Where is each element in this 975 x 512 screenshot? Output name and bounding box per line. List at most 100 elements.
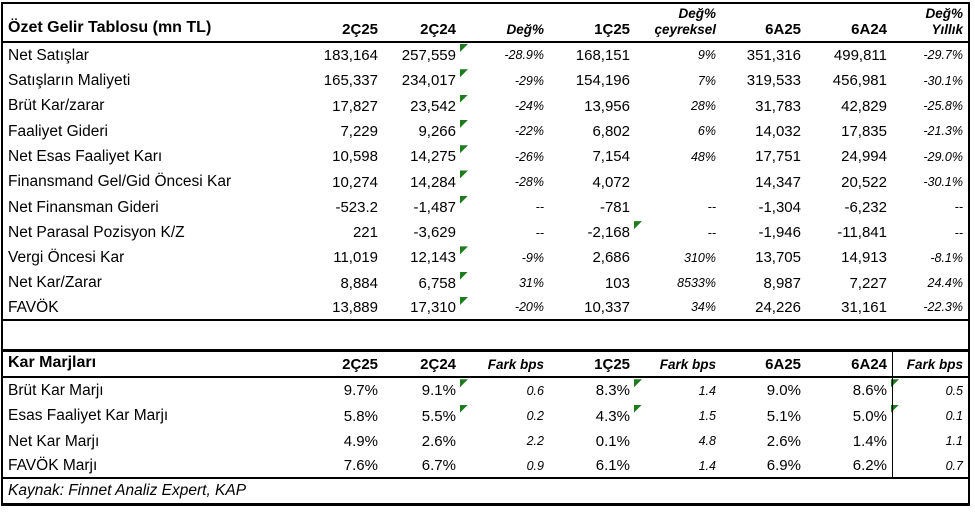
value-cell: -26% — [461, 144, 549, 169]
value-text: -1,304 — [758, 198, 801, 216]
row-label: Net Kar/Zarar — [8, 274, 102, 292]
value-cell: 24,226 — [721, 296, 806, 319]
value-text: -26% — [514, 149, 544, 164]
value-text: 13,705 — [755, 249, 801, 267]
row-label: FAVÖK Marjı — [8, 456, 98, 474]
value-text: 351,316 — [746, 47, 801, 65]
column-header: Fark bps — [659, 357, 716, 373]
value-cell: 31,783 — [721, 94, 806, 119]
value-cell: -1,304 — [721, 195, 806, 220]
value-cell: 103 — [549, 271, 635, 296]
column-header: Fark bps — [892, 352, 968, 377]
value-text: 9.7% — [343, 382, 378, 400]
table-row: Satışların Maliyeti 165,337 234,017 -29% 154… — [3, 68, 968, 93]
value-cell: -781 — [549, 195, 635, 220]
flag-triangle-icon — [460, 246, 468, 255]
value-text: 5.1% — [766, 407, 801, 425]
value-text: 6.1% — [595, 457, 630, 475]
value-cell: -8.1% — [892, 245, 968, 270]
value-text: 13,889 — [332, 298, 378, 316]
flag-triangle-icon — [460, 170, 468, 179]
table-row: FAVÖK Marjı 7.6% 6.7% 0.9 6.1% 1.4 6.9% 6.2% 0.7 — [3, 454, 968, 480]
value-text: -- — [535, 225, 544, 240]
value-text: 24.4% — [927, 276, 963, 291]
value-cell: -30.1% — [892, 169, 968, 194]
value-text: -28% — [514, 174, 544, 189]
value-text: 2,686 — [592, 249, 630, 267]
value-cell: 28% — [635, 94, 721, 119]
value-cell: -22% — [461, 119, 549, 144]
value-cell: 0.1% — [549, 429, 635, 454]
value-cell: -- — [635, 195, 721, 220]
value-cell: 14,032 — [721, 119, 806, 144]
value-cell: 9,266 — [383, 119, 468, 144]
value-text: -- — [954, 225, 963, 240]
flag-triangle-icon — [460, 145, 468, 154]
table-row: Brüt Kar/zarar 17,827 23,542 -24% 13,956 28% 3… — [3, 94, 968, 119]
value-text: -11,841 — [837, 224, 887, 242]
row-label: Net Finansman Gideri — [8, 198, 159, 216]
value-text: 7% — [697, 73, 716, 88]
value-text: 48% — [690, 149, 716, 164]
value-cell: 13,705 — [721, 245, 806, 270]
value-text: 6.9% — [766, 457, 801, 475]
value-cell: 42,829 — [806, 94, 892, 119]
table-row: Finansmand Gel/Gid Öncesi Kar 10,274 14,28… — [3, 169, 968, 194]
value-text: -24% — [514, 99, 544, 114]
value-text: 1.1 — [945, 434, 963, 449]
column-header: Değ% Yıllık — [925, 5, 963, 37]
value-text: 14,347 — [755, 173, 801, 191]
value-cell: 31% — [461, 271, 549, 296]
column-header: 6A25 — [765, 356, 801, 374]
flag-triangle-icon — [460, 94, 468, 103]
value-text: 6,802 — [592, 122, 630, 140]
value-text: 0.6 — [526, 383, 544, 398]
value-text: -- — [707, 200, 716, 215]
value-cell: 12,143 — [383, 245, 468, 270]
value-text: -30.1% — [923, 174, 963, 189]
value-text: 23,542 — [410, 97, 456, 115]
value-text: 4.3% — [595, 407, 630, 425]
flag-triangle-icon — [460, 379, 468, 388]
value-text: 9.1% — [421, 382, 456, 400]
table-row: Brüt Kar Marjı 9.7% 9.1% 0.6 8.3% 1.4 9.0% 8.6%… — [3, 378, 968, 404]
value-cell: -- — [892, 220, 968, 245]
value-text: -- — [954, 200, 963, 215]
column-header: Fark bps — [487, 357, 544, 373]
value-cell: 17,310 — [383, 296, 468, 319]
value-cell: 4.9% — [303, 429, 383, 454]
value-text: 9% — [697, 48, 716, 63]
value-text: 34% — [690, 300, 716, 315]
value-text: -523.2 — [335, 198, 378, 216]
value-text: 1.4 — [698, 383, 716, 398]
value-cell: 168,151 — [549, 43, 635, 68]
flag-triangle-icon — [634, 221, 642, 230]
row-label: Net Kar Marjı — [8, 432, 100, 450]
value-text: 11,019 — [333, 249, 378, 267]
value-text: 14,913 — [841, 249, 887, 267]
value-cell: -- — [635, 220, 721, 245]
value-cell: 1.4 — [635, 454, 721, 477]
column-header: 1Ç25 — [594, 20, 630, 38]
value-cell: 9.7% — [303, 378, 383, 403]
value-text: -22.3% — [923, 300, 963, 315]
value-cell: 351,316 — [721, 43, 806, 68]
value-text: 10,598 — [332, 148, 378, 166]
value-cell: 6,758 — [383, 271, 468, 296]
value-text: 10,337 — [584, 298, 630, 316]
table-title: Özet Gelir Tablosu (mn TL) — [8, 18, 212, 36]
value-cell: 5.0% — [806, 404, 899, 429]
value-cell: -3,629 — [383, 220, 461, 245]
value-cell: 5.5% — [383, 404, 468, 429]
value-text: 31,161 — [841, 298, 887, 316]
value-text: 168,151 — [575, 47, 630, 65]
value-cell: 1.4% — [806, 429, 892, 454]
value-text: 13,956 — [584, 97, 630, 115]
value-text: 8.3% — [595, 382, 630, 400]
value-cell: 310% — [635, 245, 721, 270]
table-row: Faaliyet Gideri 7,229 9,266 -22% 6,802 6% 14,0… — [3, 119, 968, 144]
value-text: 12,143 — [410, 249, 456, 267]
column-header: 2Ç24 — [420, 20, 456, 38]
value-cell: 9% — [635, 43, 721, 68]
